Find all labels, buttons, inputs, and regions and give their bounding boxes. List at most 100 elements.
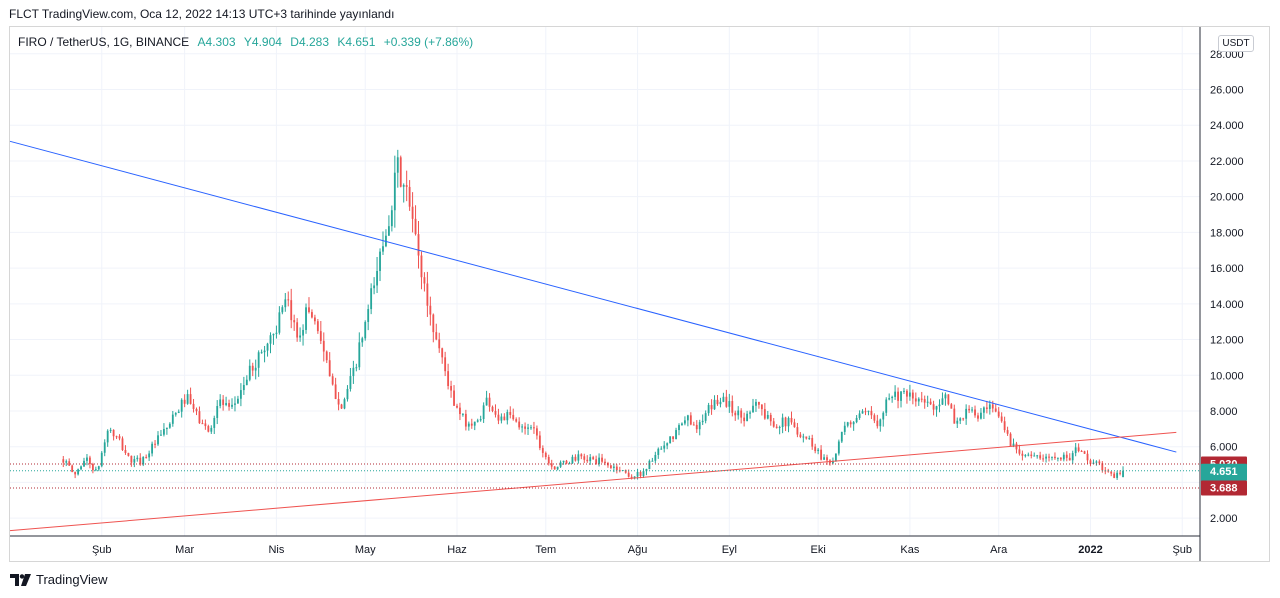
candle-body xyxy=(503,416,506,421)
candle-body xyxy=(124,450,127,453)
candle-body xyxy=(914,398,917,402)
y-tick-label: 22.000 xyxy=(1210,156,1244,168)
chart-frame[interactable] xyxy=(9,26,1270,562)
candle-body xyxy=(553,466,556,470)
trendline[interactable] xyxy=(9,431,1177,532)
candle-body xyxy=(926,401,929,403)
candle-body xyxy=(734,412,737,416)
candle-body xyxy=(479,419,482,421)
symbol-name[interactable]: FIRO / TetherUS, 1G, BINANCE xyxy=(18,35,190,49)
candle-body xyxy=(713,399,716,410)
candle-body xyxy=(62,459,65,463)
x-tick-label: Şub xyxy=(92,544,112,556)
footer-brand[interactable]: TradingView xyxy=(10,572,108,587)
candle-body xyxy=(171,414,174,424)
candle-body xyxy=(849,422,852,425)
candle-body xyxy=(296,322,299,338)
candle-body xyxy=(405,185,408,187)
candle-body xyxy=(527,427,529,429)
candle-body xyxy=(367,309,370,322)
candle-body xyxy=(299,335,302,338)
trendline[interactable] xyxy=(9,140,1177,453)
candle-body xyxy=(473,421,476,426)
candle-body xyxy=(426,283,429,306)
candle-body xyxy=(535,428,538,436)
candle-body xyxy=(456,405,458,408)
candle-body xyxy=(118,436,121,439)
candle-body xyxy=(586,459,589,462)
candle-body xyxy=(571,456,574,464)
candle-body xyxy=(497,414,500,421)
candle-body xyxy=(639,471,642,476)
candle-body xyxy=(758,401,760,405)
candle-body xyxy=(349,376,352,389)
candle-body xyxy=(148,453,151,458)
candle-body xyxy=(1054,456,1056,459)
symbol-legend[interactable]: FIRO / TetherUS, 1G, BINANCE A4.303 Y4.9… xyxy=(18,35,473,49)
candle-body xyxy=(565,460,568,464)
candle-body xyxy=(151,443,154,454)
candle-body xyxy=(139,457,142,465)
candle-body xyxy=(450,386,452,391)
candle-body xyxy=(376,270,378,286)
candle-body xyxy=(769,414,772,422)
candle-body xyxy=(710,405,713,410)
candle-body xyxy=(704,413,707,421)
candle-body xyxy=(675,430,677,440)
candle-body xyxy=(476,420,479,422)
candle-body xyxy=(177,411,180,413)
candle-body xyxy=(180,399,183,412)
candle-body xyxy=(1006,430,1009,434)
candle-body xyxy=(1042,458,1045,460)
candle-body xyxy=(882,412,885,420)
x-tick-label: Şub xyxy=(1172,544,1192,556)
candle-body xyxy=(308,307,310,313)
candle-body xyxy=(1045,456,1047,459)
footer-brand-text: TradingView xyxy=(36,572,108,587)
candle-body xyxy=(1095,461,1098,463)
candle-body xyxy=(826,457,828,461)
candle-body xyxy=(461,413,464,415)
candle-body xyxy=(636,471,639,477)
candle-body xyxy=(192,403,195,409)
candle-body xyxy=(464,413,467,427)
candle-body xyxy=(1000,416,1003,422)
candle-body xyxy=(1036,455,1039,457)
candle-body xyxy=(692,424,695,426)
candle-body xyxy=(165,427,168,430)
candle-body xyxy=(651,460,654,462)
candle-body xyxy=(843,425,846,432)
candle-body xyxy=(328,360,331,377)
candle-body xyxy=(160,434,162,436)
candle-body xyxy=(772,421,775,427)
candle-body xyxy=(195,408,198,412)
candle-body xyxy=(331,376,334,385)
candle-body xyxy=(583,456,586,460)
candle-body xyxy=(293,320,296,323)
candle-body xyxy=(574,456,577,461)
candle-body xyxy=(820,449,823,460)
y-tick-label: 2.000 xyxy=(1210,513,1238,525)
candle-body xyxy=(763,409,766,419)
y-tick-label: 14.000 xyxy=(1210,299,1244,311)
candle-body xyxy=(266,343,269,351)
candle-body xyxy=(627,472,630,477)
candle-body xyxy=(903,390,905,392)
candle-body xyxy=(577,454,580,461)
y-tick-label: 12.000 xyxy=(1210,335,1244,347)
candle-body xyxy=(518,421,521,428)
candle-body xyxy=(861,411,864,414)
currency-button[interactable]: USDT xyxy=(1218,35,1254,52)
candle-body xyxy=(254,367,257,371)
candle-body xyxy=(725,396,728,407)
candle-body xyxy=(965,408,968,419)
candle-body xyxy=(846,422,849,426)
candle-body xyxy=(396,157,399,173)
candle-body xyxy=(1113,473,1116,478)
candle-body xyxy=(316,321,319,332)
candle-body xyxy=(678,425,680,431)
candle-body xyxy=(740,410,743,418)
candle-body xyxy=(1027,454,1030,456)
candle-body xyxy=(112,429,115,437)
